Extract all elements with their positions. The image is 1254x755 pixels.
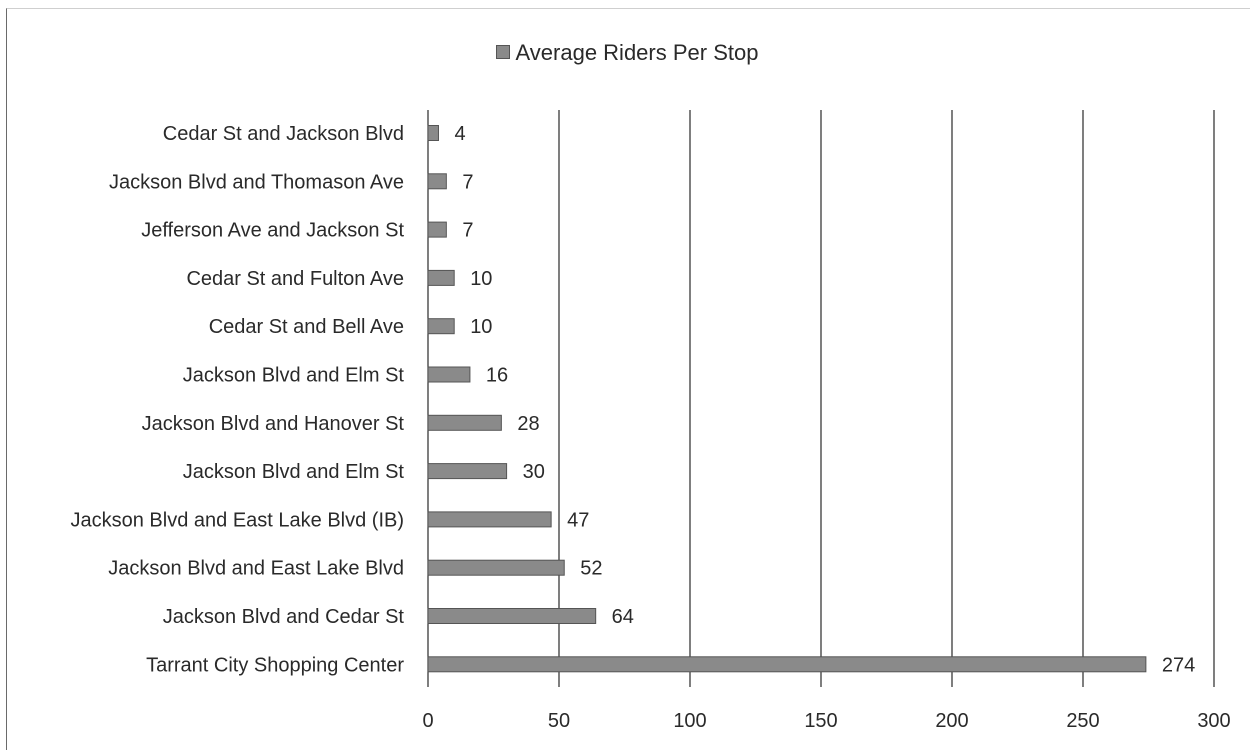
category-label: Jackson Blvd and East Lake Blvd: [108, 558, 404, 580]
data-label: 64: [612, 606, 634, 628]
bar: [427, 125, 439, 141]
x-tick-label: 50: [548, 710, 570, 732]
legend-label: Average Riders Per Stop: [515, 40, 759, 65]
category-label: Cedar St and Fulton Ave: [186, 268, 404, 290]
bar: [427, 511, 552, 528]
category-label: Jackson Blvd and Hanover St: [142, 413, 405, 435]
x-tick-label: 250: [1066, 710, 1099, 732]
x-tick-label: 300: [1197, 710, 1230, 732]
category-label: Jefferson Ave and Jackson St: [141, 220, 404, 242]
bar: [427, 318, 455, 335]
data-label: 7: [462, 171, 473, 193]
bar: [427, 221, 447, 238]
data-label: 52: [580, 558, 602, 580]
data-label: 30: [523, 461, 545, 483]
category-label: Jackson Blvd and Elm St: [183, 461, 405, 483]
bar: [427, 269, 455, 286]
bar: [427, 608, 597, 624]
x-tick-label: 200: [935, 710, 968, 732]
data-label: 10: [470, 316, 492, 338]
x-tick-label: 150: [804, 710, 837, 732]
category-label: Cedar St and Bell Ave: [209, 316, 404, 338]
category-label: Jackson Blvd and East Lake Blvd (IB): [71, 509, 405, 531]
bar: [427, 173, 447, 190]
category-label: Jackson Blvd and Elm St: [183, 365, 405, 387]
bar: [427, 414, 502, 431]
bar: [427, 559, 565, 576]
data-label: 10: [470, 268, 492, 290]
category-label: Jackson Blvd and Cedar St: [163, 606, 405, 628]
legend: Average Riders Per Stop: [0, 40, 1254, 66]
data-label: 4: [454, 123, 465, 145]
data-label: 16: [486, 365, 508, 387]
data-label: 47: [567, 509, 589, 531]
bar: [427, 366, 471, 383]
category-label: Jackson Blvd and Thomason Ave: [109, 171, 404, 193]
category-label: Tarrant City Shopping Center: [146, 654, 404, 676]
data-label: 7: [462, 220, 473, 242]
legend-swatch: [495, 45, 510, 60]
chart-frame: [6, 8, 1250, 750]
x-tick-label: 100: [673, 710, 706, 732]
bar: [427, 463, 508, 480]
bar: [427, 656, 1147, 673]
x-tick-label: 0: [422, 710, 433, 732]
data-label: 28: [517, 413, 539, 435]
data-label: 274: [1162, 654, 1195, 676]
category-label: Cedar St and Jackson Blvd: [163, 123, 404, 145]
